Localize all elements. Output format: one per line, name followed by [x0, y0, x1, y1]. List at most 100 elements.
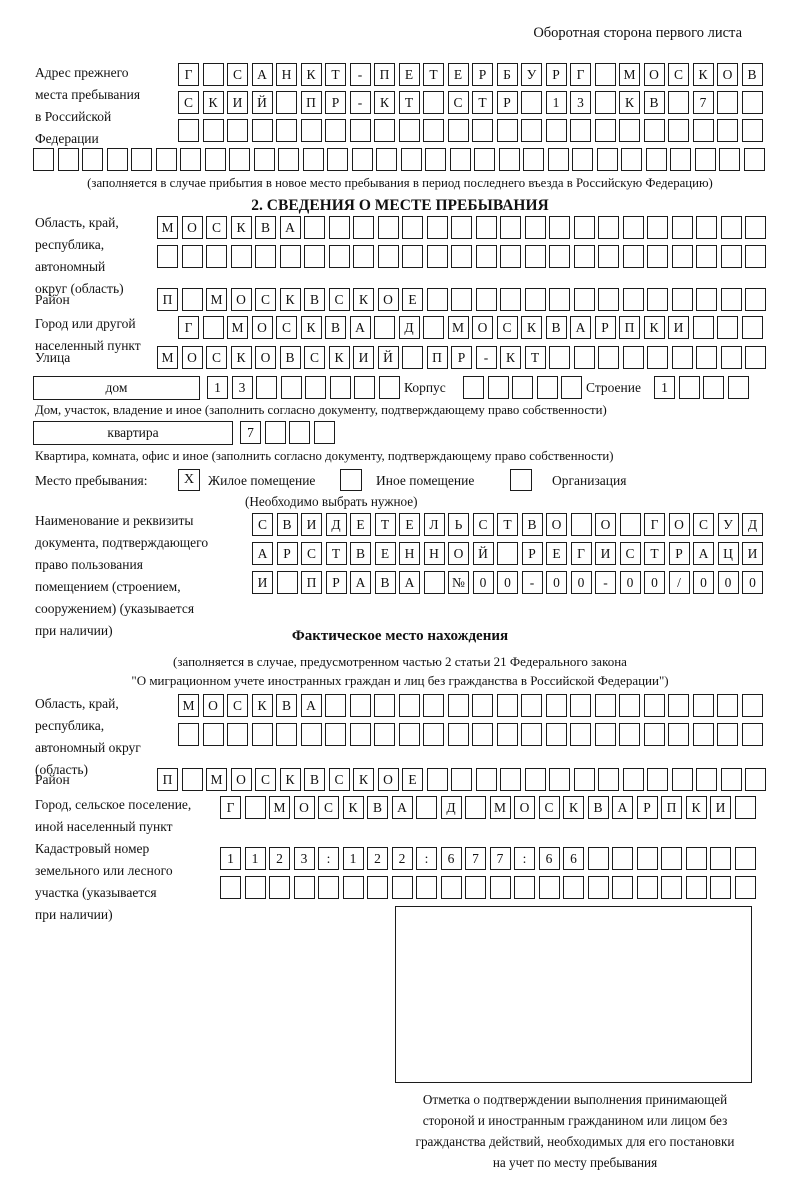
char-cell[interactable]: К [563, 796, 584, 819]
char-cell[interactable] [727, 376, 749, 399]
char-cell[interactable] [671, 245, 693, 268]
char-cell[interactable] [377, 216, 399, 239]
char-cell[interactable]: Ь [448, 513, 469, 536]
char-cell[interactable]: 0 [472, 571, 494, 594]
char-cell[interactable] [647, 288, 668, 311]
char-cell[interactable]: О [448, 542, 469, 565]
char-cell[interactable] [423, 723, 444, 746]
char-cell[interactable]: № [448, 571, 469, 594]
char-cell[interactable] [498, 148, 520, 171]
char-cell[interactable] [279, 245, 301, 268]
char-cell[interactable] [692, 723, 714, 746]
char-cell[interactable]: О [668, 513, 690, 536]
char-cell[interactable]: К [300, 316, 322, 339]
char-cell[interactable] [643, 694, 665, 717]
char-cell[interactable] [622, 768, 644, 791]
char-cell[interactable] [475, 216, 497, 239]
char-cell[interactable]: Т [472, 91, 493, 114]
char-cell[interactable] [587, 876, 609, 899]
char-cell[interactable] [598, 288, 619, 311]
char-cell[interactable] [328, 245, 350, 268]
char-cell[interactable] [305, 376, 326, 399]
char-cell[interactable] [451, 245, 472, 268]
char-cell[interactable]: К [500, 346, 521, 369]
char-cell[interactable]: О [643, 63, 665, 86]
char-cell[interactable] [500, 768, 521, 791]
char-cell[interactable]: А [399, 571, 420, 594]
char-cell[interactable]: В [367, 796, 388, 819]
char-cell[interactable] [449, 148, 471, 171]
char-cell[interactable] [670, 148, 691, 171]
char-cell[interactable]: К [685, 796, 707, 819]
char-cell[interactable] [741, 723, 763, 746]
char-cell[interactable]: С [328, 288, 350, 311]
checkbox-organization[interactable] [510, 469, 532, 491]
char-cell[interactable] [594, 63, 616, 86]
char-cell[interactable] [622, 346, 644, 369]
char-cell[interactable]: К [374, 91, 395, 114]
char-cell[interactable] [720, 245, 742, 268]
char-cell[interactable]: П [426, 346, 448, 369]
char-cell[interactable] [668, 694, 689, 717]
char-cell[interactable] [276, 723, 297, 746]
char-cell[interactable]: 2 [367, 847, 388, 870]
char-cell[interactable]: Е [374, 542, 396, 565]
char-cell[interactable] [278, 148, 299, 171]
char-cell[interactable] [720, 216, 742, 239]
char-cell[interactable] [521, 119, 542, 142]
char-cell[interactable] [545, 723, 567, 746]
char-cell[interactable]: В [304, 288, 325, 311]
char-cell[interactable] [204, 148, 226, 171]
char-cell[interactable]: М [157, 346, 178, 369]
char-cell[interactable] [425, 148, 446, 171]
char-cell[interactable] [400, 148, 422, 171]
char-cell[interactable] [692, 694, 714, 717]
char-cell[interactable] [573, 216, 595, 239]
char-cell[interactable] [220, 876, 241, 899]
char-cell[interactable]: А [693, 542, 714, 565]
char-cell[interactable] [280, 376, 302, 399]
char-cell[interactable]: Д [325, 513, 347, 536]
char-cell[interactable]: О [717, 63, 738, 86]
char-cell[interactable] [500, 288, 521, 311]
char-cell[interactable]: А [252, 542, 273, 565]
char-cell[interactable] [696, 346, 717, 369]
char-cell[interactable]: В [276, 513, 298, 536]
char-cell[interactable] [304, 245, 325, 268]
char-cell[interactable] [474, 148, 495, 171]
char-cell[interactable]: К [643, 316, 665, 339]
char-cell[interactable]: Г [178, 63, 199, 86]
char-cell[interactable]: М [269, 796, 290, 819]
char-cell[interactable]: Т [325, 63, 346, 86]
char-cell[interactable]: - [521, 571, 543, 594]
char-cell[interactable]: М [206, 768, 227, 791]
char-cell[interactable]: С [304, 346, 325, 369]
char-cell[interactable]: К [251, 694, 273, 717]
char-cell[interactable]: А [570, 316, 591, 339]
char-cell[interactable] [500, 216, 521, 239]
char-cell[interactable]: К [619, 91, 640, 114]
char-cell[interactable] [671, 288, 693, 311]
char-cell[interactable] [668, 723, 689, 746]
char-cell[interactable]: А [300, 694, 322, 717]
char-cell[interactable] [57, 148, 79, 171]
char-cell[interactable]: С [447, 91, 469, 114]
char-cell[interactable]: И [353, 346, 374, 369]
char-cell[interactable] [668, 91, 689, 114]
char-cell[interactable]: О [181, 346, 203, 369]
char-cell[interactable]: К [521, 316, 542, 339]
char-cell[interactable] [497, 542, 518, 565]
char-cell[interactable] [451, 216, 472, 239]
char-cell[interactable] [227, 119, 248, 142]
char-cell[interactable]: Т [325, 542, 347, 565]
char-cell[interactable] [106, 148, 128, 171]
char-cell[interactable]: Е [399, 513, 420, 536]
char-cell[interactable] [327, 148, 348, 171]
char-cell[interactable] [229, 148, 250, 171]
char-cell[interactable]: У [521, 63, 542, 86]
char-cell[interactable]: П [619, 316, 640, 339]
char-cell[interactable] [318, 876, 339, 899]
char-cell[interactable] [514, 876, 535, 899]
char-cell[interactable]: Е [546, 542, 567, 565]
char-cell[interactable]: 3 [570, 91, 591, 114]
